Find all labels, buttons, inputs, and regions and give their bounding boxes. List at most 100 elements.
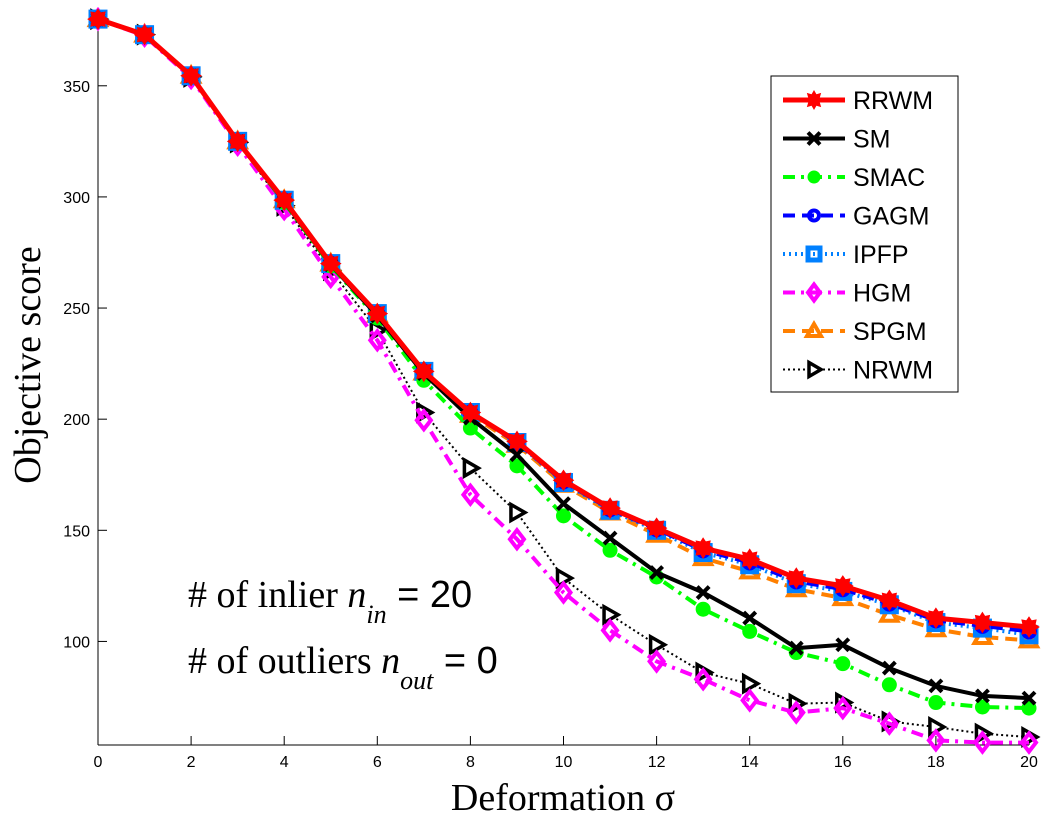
- data-point-sm: [788, 640, 804, 656]
- legend-marker-ipfp: [805, 245, 823, 263]
- data-point-hgm: [553, 580, 574, 605]
- data-point-rrwm: [412, 360, 435, 383]
- x-tick-label: 14: [741, 754, 759, 771]
- data-point-hgm: [972, 730, 992, 755]
- data-point-smac: [835, 656, 851, 672]
- data-point-rrwm: [599, 497, 621, 519]
- data-point-hgm: [460, 482, 480, 507]
- data-point-rrwm: [87, 8, 109, 30]
- legend-marker-hgm: [805, 281, 823, 304]
- data-point-smac: [928, 695, 944, 711]
- y-tick-label: 350: [63, 79, 90, 96]
- legend-label-rrwm: RRWM: [853, 87, 933, 115]
- data-point-rrwm: [645, 517, 668, 539]
- data-point-sm: [509, 447, 525, 463]
- data-point-smac: [509, 458, 525, 474]
- legend: RRWM SM SMAC GAGM IPFP HGM SPGM NRWM: [770, 75, 959, 393]
- series-rrwm: [87, 8, 1040, 638]
- x-tick-label: 6: [373, 754, 382, 771]
- legend-label-smac: SMAC: [853, 164, 925, 192]
- legend-label-ipfp: IPFP: [853, 241, 909, 269]
- y-tick-label: 200: [63, 412, 90, 429]
- data-point-rrwm: [925, 607, 947, 629]
- legend-label-sm: SM: [853, 126, 891, 154]
- data-point-hgm: [786, 700, 806, 725]
- legend-marker-smac: [807, 170, 821, 184]
- data-point-smac: [1021, 700, 1037, 716]
- legend-marker-spgm: [803, 320, 825, 338]
- data-point-hgm: [600, 618, 620, 643]
- data-point-nrwm: [509, 501, 529, 524]
- data-point-rrwm: [738, 548, 761, 571]
- data-point-sm: [881, 660, 897, 676]
- data-point-rrwm: [878, 589, 901, 612]
- data-point-sm: [835, 637, 851, 653]
- legend-label-gagm: GAGM: [853, 203, 929, 231]
- data-point-smac: [881, 677, 897, 693]
- x-tick-label: 0: [94, 754, 103, 771]
- data-point-hgm: [693, 666, 713, 692]
- series-layer: [86, 6, 1041, 755]
- data-point-nrwm: [602, 603, 622, 626]
- legend-item-sm: SM: [783, 126, 891, 154]
- y-tick-label: 100: [63, 634, 90, 651]
- legend-label-nrwm: NRWM: [853, 357, 933, 385]
- y-tick-label: 250: [63, 301, 90, 318]
- data-point-nrwm: [462, 457, 482, 480]
- series-line-nrwm: [97, 18, 1030, 738]
- data-point-hgm: [507, 526, 527, 552]
- data-point-smac: [974, 699, 990, 715]
- y-axis-label: Objective score: [7, 246, 49, 483]
- data-point-sm: [928, 678, 944, 694]
- data-point-sm: [602, 530, 618, 546]
- legend-marker-gagm: [807, 208, 821, 223]
- annotation-outliers: # of outliers nout = 0: [188, 640, 498, 695]
- data-point-nrwm: [741, 672, 762, 695]
- data-point-rrwm: [785, 567, 808, 589]
- x-tick-label: 4: [280, 754, 289, 771]
- x-tick-label: 12: [648, 754, 666, 771]
- y-tick-label: 300: [63, 190, 90, 207]
- data-point-rrwm: [180, 65, 202, 87]
- data-point-rrwm: [320, 252, 342, 275]
- data-point-hgm: [833, 695, 853, 721]
- legend-marker-sm: [806, 131, 822, 146]
- x-tick-label: 8: [466, 754, 475, 771]
- x-tick-label: 2: [187, 754, 196, 771]
- data-point-smac: [742, 623, 758, 639]
- data-point-hgm: [740, 688, 760, 713]
- x-axis-label: Deformation σ: [451, 777, 675, 819]
- legend-item-hgm: HGM: [783, 280, 911, 308]
- annotations: # of inlier nin = 20 # of outliers nout =…: [188, 574, 498, 695]
- y-tick-label: 150: [63, 523, 90, 540]
- legend-item-rrwm: RRWM: [783, 87, 933, 115]
- data-point-rrwm: [133, 23, 156, 46]
- data-point-hgm: [367, 328, 387, 353]
- data-point-rrwm: [506, 430, 528, 453]
- data-point-hgm: [926, 728, 946, 753]
- annotation-inliers: # of inlier nin = 20: [188, 574, 472, 629]
- legend-item-gagm: GAGM: [783, 203, 929, 231]
- data-point-sm: [695, 585, 711, 600]
- legend-item-nrwm: NRWM: [783, 357, 933, 385]
- data-point-sm: [649, 565, 665, 580]
- data-point-rrwm: [831, 575, 854, 597]
- legend-item-smac: SMAC: [783, 164, 925, 192]
- data-point-sm: [975, 688, 990, 704]
- legend-item-spgm: SPGM: [783, 318, 927, 346]
- data-point-rrwm: [459, 401, 482, 424]
- series-line-hgm: [97, 17, 1029, 745]
- legend-label-hgm: HGM: [853, 280, 911, 308]
- data-point-rrwm: [366, 302, 389, 325]
- legend-item-ipfp: IPFP: [783, 241, 909, 269]
- data-point-sm: [556, 496, 571, 512]
- data-point-hgm: [647, 649, 667, 674]
- data-point-sm: [1021, 690, 1037, 706]
- legend-marker-nrwm: [807, 359, 825, 380]
- legend-box: [770, 75, 959, 393]
- data-point-smac: [602, 542, 618, 558]
- data-point-rrwm: [273, 189, 296, 211]
- data-point-rrwm: [226, 130, 249, 153]
- data-point-smac: [695, 601, 711, 617]
